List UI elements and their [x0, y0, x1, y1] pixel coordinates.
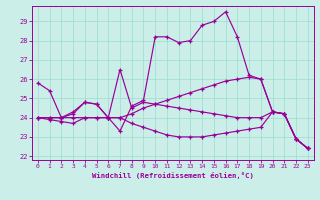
- X-axis label: Windchill (Refroidissement éolien,°C): Windchill (Refroidissement éolien,°C): [92, 172, 254, 179]
